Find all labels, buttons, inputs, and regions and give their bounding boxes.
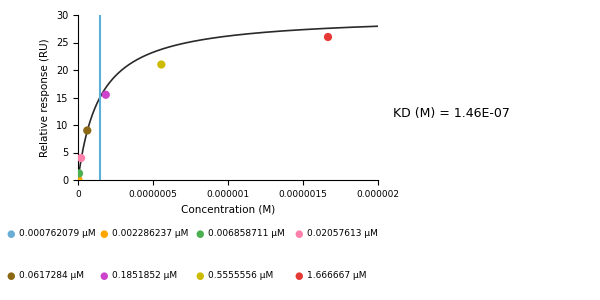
X-axis label: Concentration (M): Concentration (M) [181,204,275,214]
Point [157,62,166,67]
Text: 0.02057613 μM: 0.02057613 μM [307,230,378,238]
Text: 0.0617284 μM: 0.0617284 μM [19,272,84,280]
Point [76,156,86,161]
Text: ●: ● [99,271,107,281]
Text: ●: ● [195,229,203,239]
Text: ●: ● [195,271,203,281]
Y-axis label: Relative response (RU): Relative response (RU) [40,38,50,157]
Text: ●: ● [294,271,302,281]
Text: 0.1851852 μM: 0.1851852 μM [112,272,178,280]
Point [74,177,83,182]
Text: ●: ● [6,271,14,281]
Text: 0.006858711 μM: 0.006858711 μM [208,230,285,238]
Text: ●: ● [99,229,107,239]
Text: 0.000762079 μM: 0.000762079 μM [19,230,96,238]
Text: ●: ● [6,229,14,239]
Point [73,177,83,182]
Point [74,171,84,176]
Text: 1.666667 μM: 1.666667 μM [307,272,367,280]
Text: 0.5555556 μM: 0.5555556 μM [208,272,274,280]
Point [323,34,333,39]
Point [101,92,110,97]
Text: ●: ● [294,229,302,239]
Text: 0.002286237 μM: 0.002286237 μM [112,230,188,238]
Point [82,128,92,133]
Text: KD (M) = 1.46E-07: KD (M) = 1.46E-07 [393,107,510,121]
